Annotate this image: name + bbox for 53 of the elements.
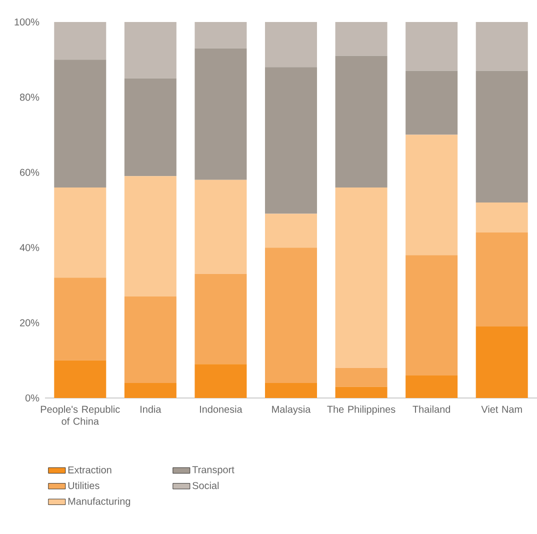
bar xyxy=(406,375,458,398)
y-tick-label: 20% xyxy=(20,319,40,326)
x-tick-label: People's Republic of China xyxy=(40,406,120,425)
legend-label: Social xyxy=(192,482,219,490)
y-tick-label: 80% xyxy=(20,94,40,101)
bar xyxy=(265,214,318,248)
bar xyxy=(124,176,176,296)
bar xyxy=(194,364,247,398)
x-tick-label: India xyxy=(140,406,162,413)
bar xyxy=(335,386,388,398)
bar xyxy=(54,60,106,188)
bar xyxy=(265,382,318,398)
bar xyxy=(54,187,106,278)
bar xyxy=(124,382,176,398)
bar xyxy=(265,67,318,214)
legend-label: Utilities xyxy=(68,482,100,490)
bar xyxy=(194,180,247,274)
legend-label: Extraction xyxy=(68,466,112,474)
legend-label: Transport xyxy=(192,466,234,476)
y-tick-label: 40% xyxy=(20,244,40,252)
y-tick-label: 100% xyxy=(14,18,40,26)
y-tick-label: 60% xyxy=(20,168,40,176)
x-tick-label: The Philippines xyxy=(327,406,396,415)
bar xyxy=(476,70,528,202)
bar xyxy=(476,232,528,327)
bar xyxy=(124,296,176,383)
y-tick-label: 0% xyxy=(25,394,40,402)
bar xyxy=(406,134,458,256)
bar xyxy=(54,22,106,60)
bar xyxy=(476,22,528,71)
bar xyxy=(194,48,247,180)
bar xyxy=(335,368,388,387)
bar xyxy=(406,255,458,376)
bar xyxy=(194,274,247,364)
bar xyxy=(54,360,106,398)
bar xyxy=(406,22,458,71)
bar xyxy=(265,22,318,68)
bar xyxy=(265,248,318,383)
bar xyxy=(124,78,176,176)
bar xyxy=(335,22,388,56)
bar xyxy=(406,70,458,135)
bar xyxy=(476,202,528,233)
bar xyxy=(335,56,388,188)
x-tick-label: Viet Nam xyxy=(481,406,522,413)
bar xyxy=(476,326,528,398)
legend-label: Manufacturing xyxy=(68,498,130,507)
x-tick-label: Malaysia xyxy=(272,406,311,415)
x-tick-label: Thailand xyxy=(412,406,450,413)
x-tick-label: Indonesia xyxy=(200,406,242,413)
bar xyxy=(335,187,388,368)
bar xyxy=(54,278,106,360)
bar xyxy=(194,22,247,48)
bar xyxy=(124,22,176,78)
